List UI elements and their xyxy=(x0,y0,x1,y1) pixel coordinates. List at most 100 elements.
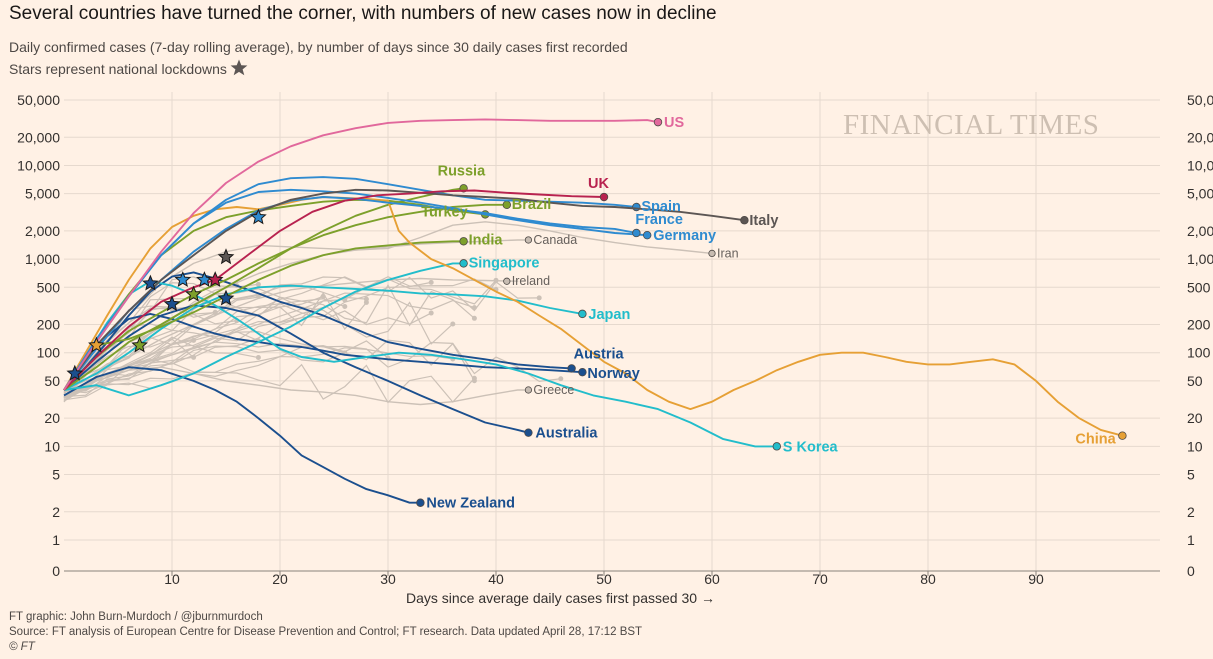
y-tick-label-right: 50 xyxy=(1187,373,1203,389)
lockdown-stars xyxy=(66,208,267,381)
series-label-s-korea: S Korea xyxy=(783,439,839,455)
lockdown-note-text: Stars represent national lockdowns xyxy=(9,61,227,77)
y-tick-label-left: 1 xyxy=(52,532,60,548)
arrow-right-icon: → xyxy=(700,590,715,606)
series-line-uk xyxy=(63,189,605,391)
series-label-ireland: Ireland xyxy=(512,274,550,288)
background-country-endpoint xyxy=(363,296,369,302)
background-country-endpoint xyxy=(320,293,326,299)
series-label-austria: Austria xyxy=(574,346,625,362)
lockdown-star-italy xyxy=(217,248,235,265)
y-tick-label-left: 10,000 xyxy=(17,157,60,173)
series-label-australia: Australia xyxy=(535,426,598,442)
series-line-australia xyxy=(63,304,529,434)
series-label-iran: Iran xyxy=(717,246,739,260)
series-endpoint-s-korea xyxy=(772,442,781,451)
series-line-india xyxy=(63,240,464,391)
y-tick-label-left: 2,000 xyxy=(25,223,60,239)
series-label-greece: Greece xyxy=(533,383,574,397)
series-endpoint-india xyxy=(459,237,468,246)
series-label-canada: Canada xyxy=(533,233,577,247)
series-label-spain: Spain xyxy=(641,199,680,215)
country-labels: Canada Iran Ireland Greece New Zealand Austra… xyxy=(421,115,1116,512)
series-label-singapore: Singapore xyxy=(469,255,540,271)
lockdown-star-new-zealand xyxy=(66,364,84,381)
series-line-japan xyxy=(63,284,583,391)
series-line-norway xyxy=(63,312,583,391)
x-tick-label: 20 xyxy=(272,571,288,587)
y-tick-label-right: 100 xyxy=(1187,345,1211,361)
y-tick-label-right: 20 xyxy=(1187,410,1203,426)
series-endpoint-brazil xyxy=(502,200,511,209)
series-line-austria xyxy=(63,271,572,391)
background-country-endpoint xyxy=(471,315,477,321)
lockdown-star-turkey xyxy=(185,285,202,302)
lockdown-star-uk xyxy=(206,271,224,287)
background-country-endpoint xyxy=(536,295,542,301)
y-tick-label-left: 500 xyxy=(37,279,61,295)
y-tick-label-left: 2 xyxy=(52,504,60,520)
series-label-uk: UK xyxy=(588,176,609,192)
y-tick-label-right: 200 xyxy=(1187,317,1211,333)
lockdown-star-germany xyxy=(250,208,267,225)
series-line-russia xyxy=(63,187,464,391)
series-label-brazil: Brazil xyxy=(512,197,552,213)
lockdown-star-australia xyxy=(217,289,235,306)
series-line-ireland xyxy=(63,277,519,391)
series-line-new-zealand xyxy=(63,366,421,504)
y-tick-label-right: 5,000 xyxy=(1187,186,1213,202)
series-endpoint-iran xyxy=(708,249,716,258)
series-endpoint-japan xyxy=(578,309,587,319)
x-tick-label: 80 xyxy=(920,571,936,587)
x-axis-label-text: Days since average daily cases first pas… xyxy=(406,590,698,606)
series-endpoint-germany xyxy=(643,230,652,240)
y-tick-label-left: 1,000 xyxy=(25,251,60,267)
series-label-new-zealand: New Zealand xyxy=(426,496,515,512)
series-line-us xyxy=(63,118,659,391)
series-endpoint-uk xyxy=(599,192,609,202)
x-tick-label: 50 xyxy=(596,571,612,587)
y-axis-left: 1 2 5 10 20 50 100 200 500 1,000 2,000 5,000 10,000 2… xyxy=(17,92,60,579)
background-country-endpoint xyxy=(255,281,261,287)
y-tick-label-left: 50,000 xyxy=(17,92,60,108)
series-label-japan: Japan xyxy=(588,307,630,323)
background-country-endpoint xyxy=(212,310,218,316)
y-tick-label-left: 5,000 xyxy=(25,186,60,202)
y-tick-label-right: 1 xyxy=(1187,532,1195,548)
series-line-spain xyxy=(63,176,637,391)
y-tick-label-left: 100 xyxy=(37,345,61,361)
y-axis-right: 1 2 5 10 20 50 100 200 500 1,000 2,000 5,000 10,000 2… xyxy=(1187,92,1213,579)
series-endpoint-greece xyxy=(524,386,533,394)
y-tick-label-left: 200 xyxy=(37,317,61,333)
lockdown-star-india xyxy=(131,336,148,353)
series-endpoint-ireland xyxy=(503,277,511,285)
series-endpoint-canada xyxy=(524,236,533,244)
y-tick-label-zero-left: 0 xyxy=(52,563,60,579)
series-label-us: US xyxy=(664,115,684,131)
series-endpoint-france xyxy=(632,228,641,238)
y-tick-label-right: 10,000 xyxy=(1187,157,1213,173)
x-tick-label: 10 xyxy=(164,571,180,587)
background-country-endpoint xyxy=(471,375,477,381)
x-tick-label: 40 xyxy=(488,571,504,587)
background-country-line xyxy=(63,338,194,393)
series-endpoint-singapore xyxy=(459,259,468,268)
series-line-singapore xyxy=(63,262,464,397)
country-series xyxy=(63,117,1127,507)
y-tick-label-left: 20,000 xyxy=(17,129,60,145)
y-tick-label-right: 50,000 xyxy=(1187,92,1213,108)
chart-title: Several countries have turned the corner… xyxy=(9,3,717,24)
series-endpoint-new-zealand xyxy=(416,498,425,507)
footer-copyright: © FT xyxy=(9,641,35,653)
chart-subtitle-lockdown-note: Stars represent national lockdowns xyxy=(9,59,248,77)
y-tick-label-left: 50 xyxy=(44,373,60,389)
financial-times-logo: FINANCIAL TIMES xyxy=(843,109,1100,141)
series-label-france: France xyxy=(635,212,683,228)
y-tick-label-left: 20 xyxy=(44,410,60,426)
series-label-turkey: Turkey xyxy=(421,204,467,220)
y-tick-label-right: 2 xyxy=(1187,504,1195,520)
background-country-endpoint xyxy=(428,279,434,285)
series-endpoint-norway xyxy=(578,367,587,377)
x-tick-label: 90 xyxy=(1028,571,1044,587)
